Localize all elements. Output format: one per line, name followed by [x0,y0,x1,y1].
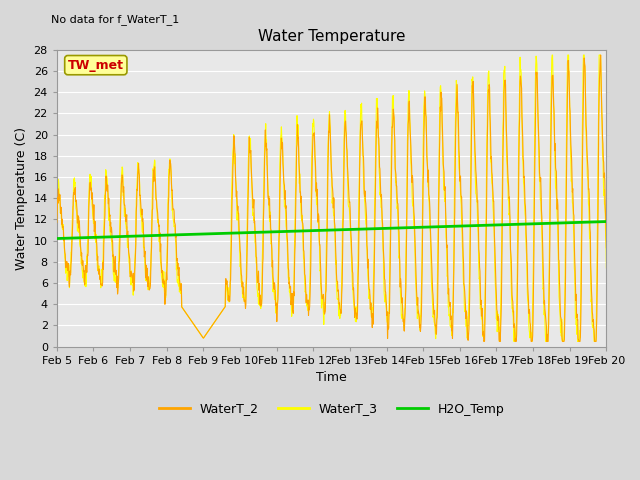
Legend: WaterT_2, WaterT_3, H2O_Temp: WaterT_2, WaterT_3, H2O_Temp [154,397,509,420]
Text: TW_met: TW_met [68,59,124,72]
X-axis label: Time: Time [316,372,347,384]
Y-axis label: Water Temperature (C): Water Temperature (C) [15,127,28,270]
Title: Water Temperature: Water Temperature [258,29,405,44]
Text: No data for f_WaterT_1: No data for f_WaterT_1 [51,14,179,25]
